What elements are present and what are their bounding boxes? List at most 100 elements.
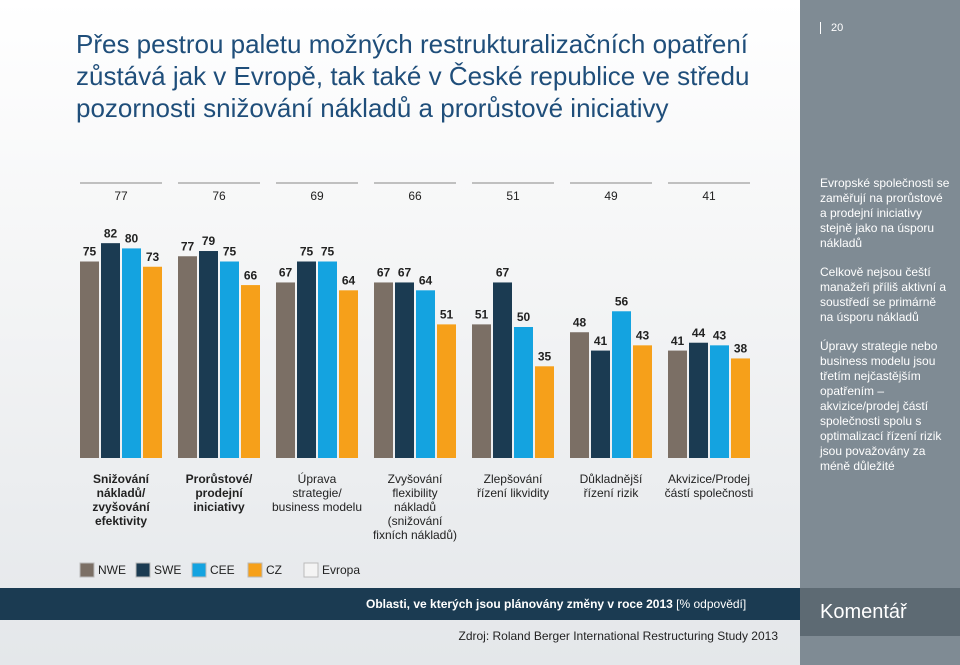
bar: [591, 350, 610, 458]
legend-label: CZ: [266, 563, 282, 577]
bar: [668, 350, 687, 458]
comment: Evropské společnosti se zaměřují na pror…: [820, 176, 950, 250]
category-label: Akvizice/Prodej: [668, 472, 750, 486]
total-label: 51: [506, 189, 520, 203]
comments: Evropské společnosti se zaměřují na pror…: [820, 176, 950, 488]
footer-title: Oblasti, ve kterých jsou plánovány změny…: [366, 597, 746, 611]
category-label: nákladů: [394, 500, 436, 514]
value-label: 48: [573, 315, 587, 329]
bar: [297, 261, 316, 458]
bar: [514, 327, 533, 458]
legend-swatch: [135, 562, 151, 578]
value-label: 67: [496, 266, 510, 280]
bar: [710, 345, 729, 458]
bar: [199, 251, 218, 458]
value-label: 79: [202, 234, 216, 248]
total-label: 69: [310, 189, 324, 203]
bar: [101, 243, 120, 458]
comment-panel: [800, 0, 960, 665]
value-label: 66: [244, 268, 258, 282]
category-label: částí společnosti: [665, 486, 754, 500]
bar: [220, 261, 239, 458]
bar: [416, 290, 435, 458]
comment: Úpravy strategie nebo business modelu js…: [820, 339, 942, 473]
value-label: 35: [538, 349, 552, 363]
category-label: nákladů/: [97, 486, 146, 500]
value-label: 75: [300, 245, 314, 259]
category-label: prodejní: [195, 486, 243, 500]
value-label: 67: [398, 266, 412, 280]
category-label: řízení likvidity: [477, 486, 549, 500]
value-label: 50: [517, 310, 531, 324]
legend-swatch: [303, 562, 319, 578]
slide-title: Přes pestrou paletu možných restruktural…: [76, 28, 749, 124]
title-line: pozornosti snižování nákladů a prorůstov…: [76, 93, 669, 123]
source: Zdroj: Roland Berger International Restr…: [458, 629, 778, 643]
bar: [395, 282, 414, 458]
legend-swatch: [79, 562, 95, 578]
bar: [689, 342, 708, 458]
value-label: 41: [594, 334, 608, 348]
value-label: 80: [125, 232, 139, 246]
bar: [318, 261, 337, 458]
value-label: 56: [615, 294, 629, 308]
category-label: (snižování: [388, 514, 443, 528]
chart: 77 75 82 80 73 Snižovánínákladů/zvyšováníefek…: [0, 182, 800, 643]
value-label: 75: [223, 245, 237, 259]
value-label: 43: [636, 329, 650, 343]
category-label: flexibility: [392, 486, 437, 500]
title-line: Přes pestrou paletu možných restruktural…: [76, 29, 749, 59]
comment-heading: Komentář: [800, 588, 960, 636]
legend-label: NWE: [98, 563, 126, 577]
bar: [143, 266, 162, 458]
bar: [178, 256, 197, 458]
comment: Celkově nejsou čeští manažeři příliš akt…: [820, 265, 947, 324]
bar: [633, 345, 652, 458]
total-label: 41: [702, 189, 716, 203]
value-label: 41: [671, 334, 685, 348]
category-label: strategie/: [292, 486, 342, 500]
legend-swatch: [247, 562, 263, 578]
footer-band: [0, 588, 800, 620]
bar: [535, 366, 554, 458]
value-label: 75: [83, 245, 97, 259]
category-label: efektivity: [95, 514, 147, 528]
bar: [122, 248, 141, 458]
bar: [472, 324, 491, 458]
value-label: 51: [475, 308, 489, 322]
total-label: 76: [212, 189, 226, 203]
value-label: 75: [321, 245, 335, 259]
value-label: 82: [104, 226, 118, 240]
value-label: 73: [146, 250, 160, 264]
category-label: Prorůstové/: [186, 472, 253, 486]
total-label: 49: [604, 189, 618, 203]
value-label: 64: [419, 273, 433, 287]
category-label: Zlepšování: [484, 472, 543, 486]
value-label: 77: [181, 239, 195, 253]
total-label: 66: [408, 189, 422, 203]
value-label: 51: [440, 308, 454, 322]
legend-label: Evropa: [322, 563, 360, 577]
category-label: Úprava: [298, 471, 337, 486]
value-label: 44: [692, 326, 706, 340]
total-label: 77: [114, 189, 128, 203]
footer-unit: [% odpovědí]: [676, 597, 746, 611]
bar: [437, 324, 456, 458]
footer-bold: Oblasti, ve kterých jsou plánovány změny…: [366, 597, 673, 611]
category-label: Snižování: [93, 472, 150, 486]
category-label: iniciativy: [193, 500, 245, 514]
bar: [276, 282, 295, 458]
value-label: 64: [342, 273, 356, 287]
category-label: zvyšování: [92, 500, 150, 514]
legend-swatch: [191, 562, 207, 578]
category-label: fixních nákladů): [373, 528, 457, 542]
category-label: Důkladnější: [580, 472, 643, 486]
bar: [241, 285, 260, 458]
bar: [339, 290, 358, 458]
title-line: zůstává jak v Evropě, tak také v České r…: [76, 61, 750, 91]
value-label: 38: [734, 342, 748, 356]
category-label: řízení rizik: [584, 486, 640, 500]
value-label: 67: [377, 266, 391, 280]
legend-label: CEE: [210, 563, 235, 577]
